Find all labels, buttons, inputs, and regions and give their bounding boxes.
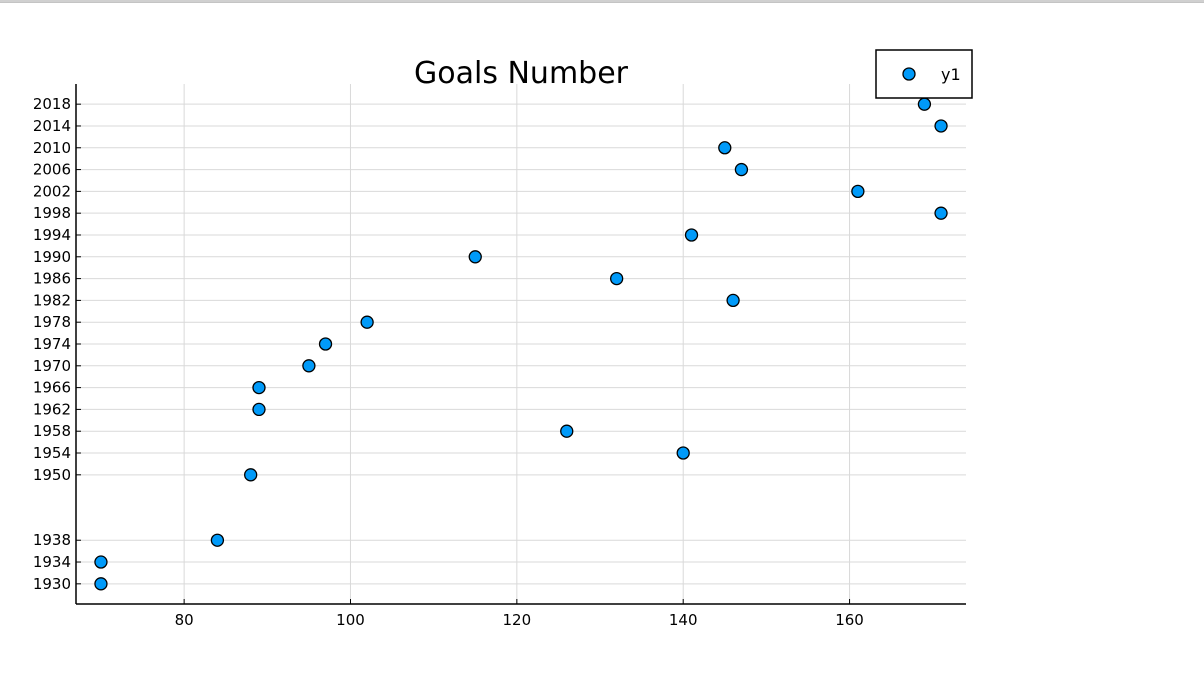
y-tick-label: 1954 — [33, 444, 71, 462]
data-point — [917, 97, 932, 111]
x-tick-label: 80 — [175, 611, 194, 629]
y-tick-label: 1970 — [33, 357, 71, 375]
data-point — [252, 380, 266, 395]
x-tick-label: 140 — [669, 611, 698, 629]
data-point — [718, 141, 732, 155]
data-point — [318, 337, 333, 351]
data-point — [302, 359, 316, 373]
y-tick-label: 2002 — [33, 182, 71, 200]
axes — [75, 84, 966, 605]
data-point — [610, 271, 624, 286]
y-tick-label: 1962 — [33, 400, 71, 418]
y-tick-label: 1950 — [33, 466, 71, 484]
data-point — [726, 293, 740, 308]
data-point — [252, 402, 266, 417]
y-tick-label: 2010 — [33, 139, 71, 157]
data-point — [94, 555, 108, 569]
tick-labels: 80 100 120 140 160 1930 1934 1938 1950 1954 1958 19… — [33, 95, 864, 629]
y-tick-label: 1994 — [33, 226, 71, 244]
legend-box — [875, 49, 973, 99]
data-point — [244, 468, 258, 482]
legend-marker-icon — [902, 67, 916, 81]
data-point — [560, 424, 574, 438]
data-point — [676, 446, 690, 460]
x-tick-label: 120 — [503, 611, 532, 629]
legend-label: y1 — [941, 65, 961, 84]
data-point — [684, 228, 699, 242]
grid-lines — [76, 84, 966, 604]
legend[interactable]: y1 — [875, 49, 973, 99]
x-tick-label: 160 — [835, 611, 864, 629]
y-tick-label: 1978 — [33, 313, 71, 331]
y-tick-label: 1958 — [33, 422, 71, 440]
data-point — [934, 119, 948, 133]
chart-title: Goals Number — [414, 56, 629, 91]
data-point — [734, 162, 749, 177]
y-tick-label: 1966 — [33, 379, 71, 397]
y-tick-label: 1986 — [33, 270, 71, 288]
y-tick-label: 1990 — [33, 248, 71, 266]
data-point — [934, 206, 948, 220]
y-tick-label: 1998 — [33, 204, 71, 222]
data-point — [210, 533, 225, 547]
data-points — [94, 97, 948, 591]
y-tick-label: 2006 — [33, 161, 71, 179]
y-tick-label: 2018 — [33, 95, 71, 113]
y-tick-label: 1930 — [33, 575, 71, 593]
data-point — [851, 184, 865, 199]
data-point — [94, 577, 108, 591]
data-point — [360, 315, 374, 329]
y-tick-label: 1982 — [33, 291, 71, 309]
y-tick-label: 2014 — [33, 117, 71, 135]
x-tick-label: 100 — [336, 611, 365, 629]
y-tick-label: 1974 — [33, 335, 71, 353]
data-point — [468, 250, 482, 264]
y-tick-label: 1934 — [33, 553, 71, 571]
window-top-border — [0, 0, 1204, 3]
y-tick-label: 1938 — [33, 531, 71, 549]
